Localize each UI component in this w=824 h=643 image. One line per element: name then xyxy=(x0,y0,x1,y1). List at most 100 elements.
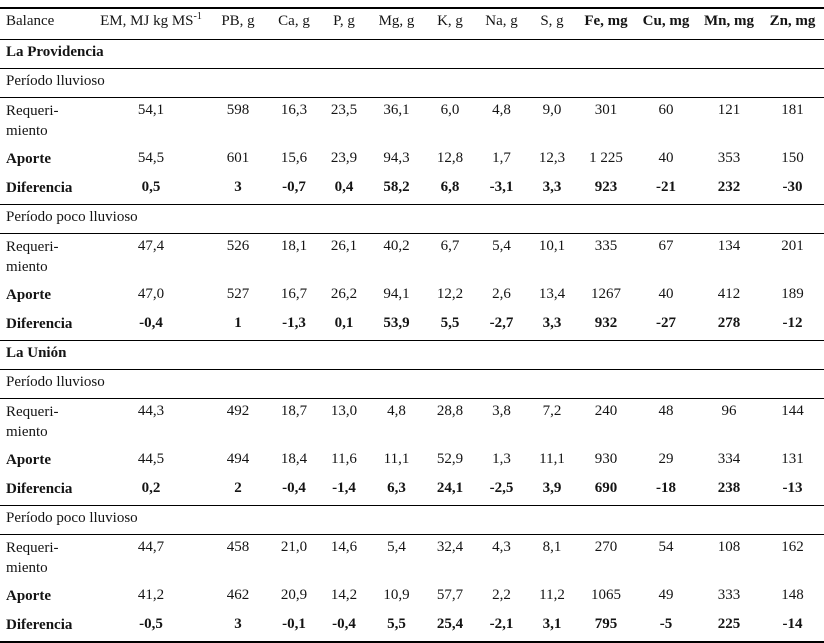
value-cell: 162 xyxy=(781,539,804,555)
value-cell: 1,7 xyxy=(492,150,511,166)
column-header-8: S, g xyxy=(527,8,577,40)
column-header-label: K, g xyxy=(437,13,463,29)
value-cell: -21 xyxy=(656,179,676,195)
value-cell: 131 xyxy=(781,451,804,467)
value-cell: 3 xyxy=(234,616,242,632)
value-cell: 26,2 xyxy=(330,286,358,302)
column-header-label: Mn, mg xyxy=(704,13,754,29)
value-cell: -0,1 xyxy=(282,616,306,632)
value-cell: 54,1 xyxy=(137,102,165,118)
value-cell: 6,0 xyxy=(440,102,460,118)
value-cell: 28,8 xyxy=(436,403,464,419)
value-cell: 1065 xyxy=(591,587,621,603)
value-cell: 10,9 xyxy=(383,587,410,603)
column-header-10: Cu, mg xyxy=(635,8,697,40)
row-label: Diferencia xyxy=(6,180,73,196)
value-cell: 5,4 xyxy=(492,238,511,254)
value-cell: 795 xyxy=(594,616,618,632)
column-header-4: P, g xyxy=(319,8,369,40)
value-cell: 690 xyxy=(594,480,618,496)
value-cell: 16,3 xyxy=(280,102,308,118)
value-cell: 11,2 xyxy=(539,587,565,603)
value-cell: 240 xyxy=(594,403,618,419)
column-header-label: S, g xyxy=(540,13,564,29)
data-row: Diferencia 0,5 3 -0,7 0,4 58,2 6,8 -3,1 3,3 923 -2… xyxy=(0,175,824,205)
value-cell: 2,6 xyxy=(492,286,511,302)
value-cell: 6,8 xyxy=(440,179,460,195)
period-header-label: Período poco lluvioso xyxy=(6,510,138,526)
value-cell: 4,8 xyxy=(387,403,406,419)
value-cell: -12 xyxy=(782,315,803,331)
value-cell: 13,0 xyxy=(330,403,358,419)
data-row: Diferencia 0,2 2 -0,4 -1,4 6,3 24,1 -2,5 3,9 690 -… xyxy=(0,476,824,506)
value-cell: 121 xyxy=(717,102,741,118)
value-cell: 94,3 xyxy=(383,150,410,166)
value-cell: 148 xyxy=(781,587,804,603)
value-cell: 44,3 xyxy=(137,403,165,419)
period-header-row: Período poco lluvioso xyxy=(0,204,824,234)
value-cell: 67 xyxy=(658,238,674,254)
column-header-11: Mn, mg xyxy=(697,8,761,40)
value-cell: 24,1 xyxy=(436,480,464,496)
table-body: La Providencia Período lluvioso Requeri- m… xyxy=(0,39,824,643)
value-cell: 458 xyxy=(226,539,250,555)
value-cell: -1,3 xyxy=(282,315,306,331)
value-cell: 0,2 xyxy=(141,480,161,496)
value-cell: 12,2 xyxy=(436,286,464,302)
value-cell: 0,1 xyxy=(334,315,354,331)
value-cell: 11,1 xyxy=(539,451,565,467)
value-cell: 1,3 xyxy=(492,451,511,467)
value-cell: -14 xyxy=(782,616,803,632)
column-header-12: Zn, mg xyxy=(761,8,824,40)
value-cell: 7,2 xyxy=(542,403,562,419)
location-header-row: La Providencia xyxy=(0,39,824,69)
value-cell: 54 xyxy=(658,539,674,555)
value-cell: 232 xyxy=(717,179,741,195)
value-cell: 6,7 xyxy=(440,238,460,254)
value-cell: 189 xyxy=(781,286,804,302)
period-header-label: Período poco lluvioso xyxy=(6,209,138,225)
period-header-label: Período lluvioso xyxy=(6,374,105,390)
data-row: Requeri- miento 47,4 526 18,1 26,1 40,2 6,7 5,4… xyxy=(0,234,824,283)
column-header-label: PB, g xyxy=(221,13,255,29)
value-cell: 333 xyxy=(717,587,741,603)
period-header-row: Período lluvioso xyxy=(0,369,824,399)
value-cell: 18,1 xyxy=(280,238,308,254)
data-row: Aporte 44,5 494 18,4 11,6 11,1 52,9 1,3 11,1 930 2… xyxy=(0,447,824,476)
column-header-label: Na, g xyxy=(485,13,518,29)
row-label: Aporte xyxy=(6,287,51,303)
value-cell: 4,3 xyxy=(492,539,511,555)
value-cell: -2,1 xyxy=(489,616,514,632)
value-cell: 14,2 xyxy=(330,587,358,603)
value-cell: 144 xyxy=(781,403,804,419)
value-cell: 54,5 xyxy=(137,150,165,166)
value-cell: 1 225 xyxy=(589,150,623,166)
value-cell: 2,2 xyxy=(492,587,511,603)
value-cell: -18 xyxy=(656,480,676,496)
data-row: Aporte 54,5 601 15,6 23,9 94,3 12,8 1,7 12,3 1 22… xyxy=(0,146,824,175)
column-header-9: Fe, mg xyxy=(577,8,635,40)
value-cell: -13 xyxy=(782,480,803,496)
row-label: Diferencia xyxy=(6,617,73,633)
value-cell: 12,3 xyxy=(538,150,566,166)
header-row: Balance EM, MJ kg MS-1 PB, g Ca, g P, g Mg, g… xyxy=(0,8,824,40)
value-cell: 3,9 xyxy=(542,480,562,496)
value-cell: -27 xyxy=(656,315,676,331)
column-header-label: P, g xyxy=(333,13,355,29)
value-cell: 36,1 xyxy=(383,102,410,118)
value-cell: 526 xyxy=(226,238,250,254)
value-cell: 4,8 xyxy=(492,102,511,118)
value-cell: -2,7 xyxy=(489,315,514,331)
value-cell: 3,8 xyxy=(492,403,511,419)
column-header-3: Ca, g xyxy=(269,8,319,40)
location-header-row: La Unión xyxy=(0,340,824,370)
value-cell: 2 xyxy=(234,480,242,496)
value-cell: 21,0 xyxy=(280,539,308,555)
value-cell: -30 xyxy=(782,179,803,195)
value-cell: 14,6 xyxy=(330,539,358,555)
value-cell: 3,3 xyxy=(542,179,562,195)
value-cell: 12,8 xyxy=(436,150,464,166)
row-label: Requeri- miento xyxy=(6,239,59,275)
value-cell: 60 xyxy=(658,102,674,118)
row-label: Diferencia xyxy=(6,481,73,497)
